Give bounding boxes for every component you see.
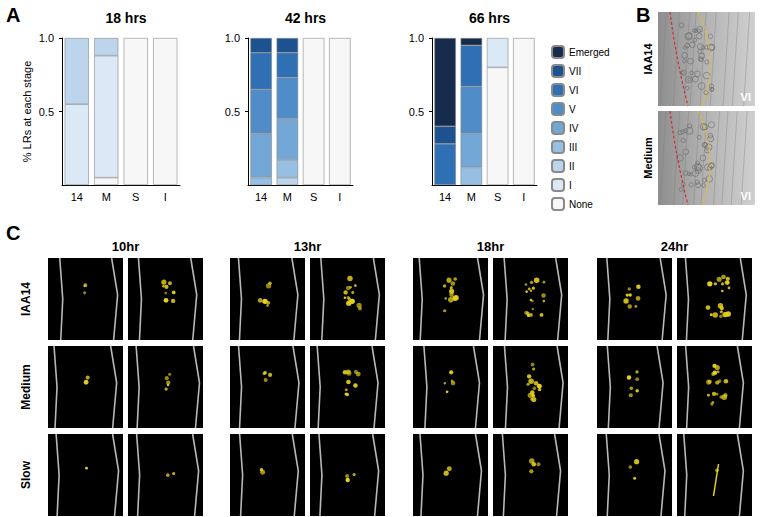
svg-text:I: I bbox=[164, 191, 167, 203]
svg-text:Medium: Medium bbox=[19, 364, 33, 409]
svg-text:VI: VI bbox=[741, 91, 751, 103]
svg-text:M: M bbox=[102, 191, 111, 203]
svg-text:A: A bbox=[6, 4, 20, 26]
svg-text:V: V bbox=[569, 104, 576, 115]
svg-text:VI: VI bbox=[569, 85, 578, 96]
svg-text:14: 14 bbox=[255, 191, 267, 203]
svg-text:13hr: 13hr bbox=[294, 239, 321, 254]
svg-text:14: 14 bbox=[439, 191, 451, 203]
svg-text:18 hrs: 18 hrs bbox=[105, 10, 146, 26]
svg-text:IAA14: IAA14 bbox=[642, 43, 654, 75]
svg-text:I: I bbox=[338, 191, 341, 203]
svg-text:66 hrs: 66 hrs bbox=[469, 10, 510, 26]
svg-text:Medium: Medium bbox=[642, 137, 654, 179]
svg-text:0.5: 0.5 bbox=[409, 106, 424, 118]
svg-text:0.5: 0.5 bbox=[225, 106, 240, 118]
svg-text:10hr: 10hr bbox=[112, 239, 139, 254]
svg-text:S: S bbox=[310, 191, 317, 203]
svg-text:IV: IV bbox=[569, 123, 579, 134]
svg-text:42 hrs: 42 hrs bbox=[285, 10, 326, 26]
svg-text:C: C bbox=[6, 222, 20, 244]
svg-text:Emerged: Emerged bbox=[569, 47, 610, 58]
svg-text:I: I bbox=[522, 191, 525, 203]
svg-text:0.5: 0.5 bbox=[39, 106, 54, 118]
svg-text:M: M bbox=[283, 191, 292, 203]
svg-text:1.0: 1.0 bbox=[409, 32, 424, 44]
svg-text:1.0: 1.0 bbox=[39, 32, 54, 44]
svg-text:VI: VI bbox=[741, 190, 751, 202]
svg-text:18hr: 18hr bbox=[477, 239, 504, 254]
svg-text:B: B bbox=[636, 4, 650, 26]
svg-text:% LRs at each stage: % LRs at each stage bbox=[21, 61, 33, 163]
svg-text:III: III bbox=[569, 142, 577, 153]
svg-text:I: I bbox=[569, 180, 572, 191]
svg-text:IAA14: IAA14 bbox=[19, 282, 33, 316]
svg-text:II: II bbox=[569, 161, 575, 172]
svg-text:14: 14 bbox=[71, 191, 83, 203]
svg-text:Slow: Slow bbox=[19, 460, 33, 489]
svg-text:S: S bbox=[494, 191, 501, 203]
svg-text:24hr: 24hr bbox=[661, 239, 688, 254]
svg-text:S: S bbox=[132, 191, 139, 203]
svg-text:None: None bbox=[569, 199, 593, 210]
svg-text:M: M bbox=[467, 191, 476, 203]
svg-text:1.0: 1.0 bbox=[225, 32, 240, 44]
svg-text:VII: VII bbox=[569, 66, 581, 77]
